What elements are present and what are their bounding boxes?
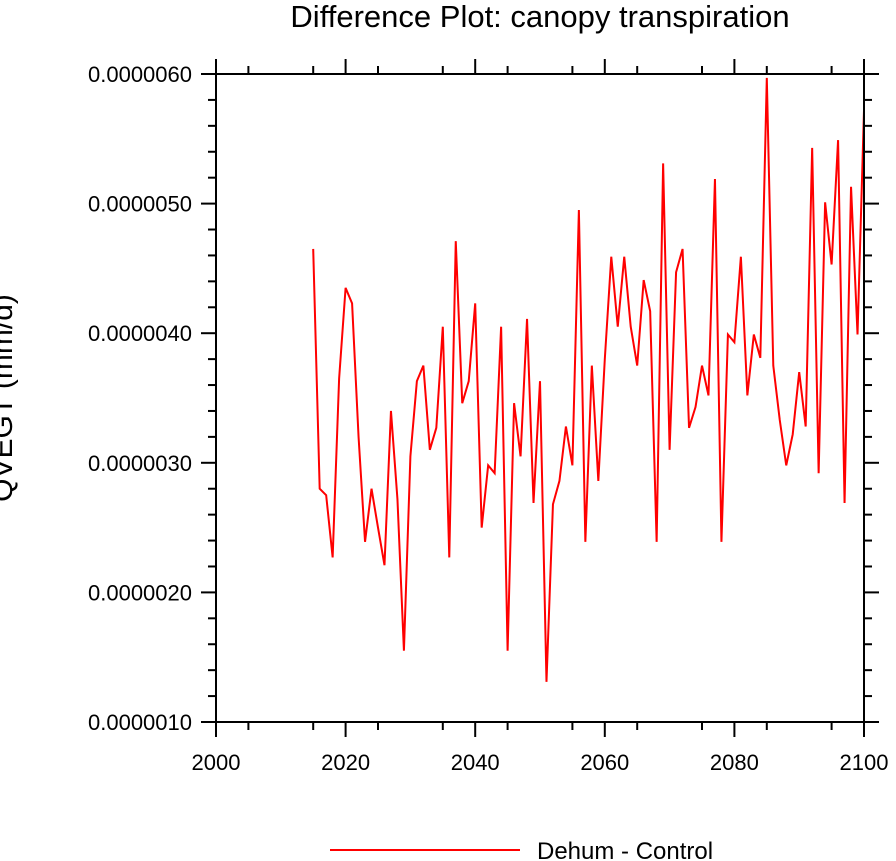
- series-line: [312, 77, 865, 682]
- x-tick-label: 2080: [710, 750, 759, 775]
- data-series: [312, 77, 865, 682]
- legend-label: Dehum - Control: [537, 838, 713, 861]
- x-tick-label: 2100: [840, 750, 889, 775]
- y-tick-label: 0.0000050: [88, 192, 192, 217]
- legend: Dehum - Control: [330, 838, 713, 861]
- y-tick-label: 0.0000060: [88, 62, 192, 87]
- x-tick-label: 2060: [580, 750, 629, 775]
- y-tick-label: 0.0000010: [88, 710, 192, 735]
- x-tick-label: 2040: [451, 750, 500, 775]
- y-axis-label: QVEGT (mm/d): [0, 294, 19, 502]
- x-tick-label: 2000: [192, 750, 241, 775]
- axis-tick-labels: 2000 2020 2040 2060 2080 2100 0.0000010 0.00000…: [88, 62, 888, 775]
- plot-frame: [215, 73, 865, 723]
- y-tick-label: 0.0000030: [88, 451, 192, 476]
- axis-ticks: [201, 59, 879, 737]
- y-tick-label: 0.0000040: [88, 321, 192, 346]
- chart-title: Difference Plot: canopy transpiration: [290, 0, 789, 34]
- y-tick-label: 0.0000020: [88, 580, 192, 605]
- x-tick-label: 2020: [321, 750, 370, 775]
